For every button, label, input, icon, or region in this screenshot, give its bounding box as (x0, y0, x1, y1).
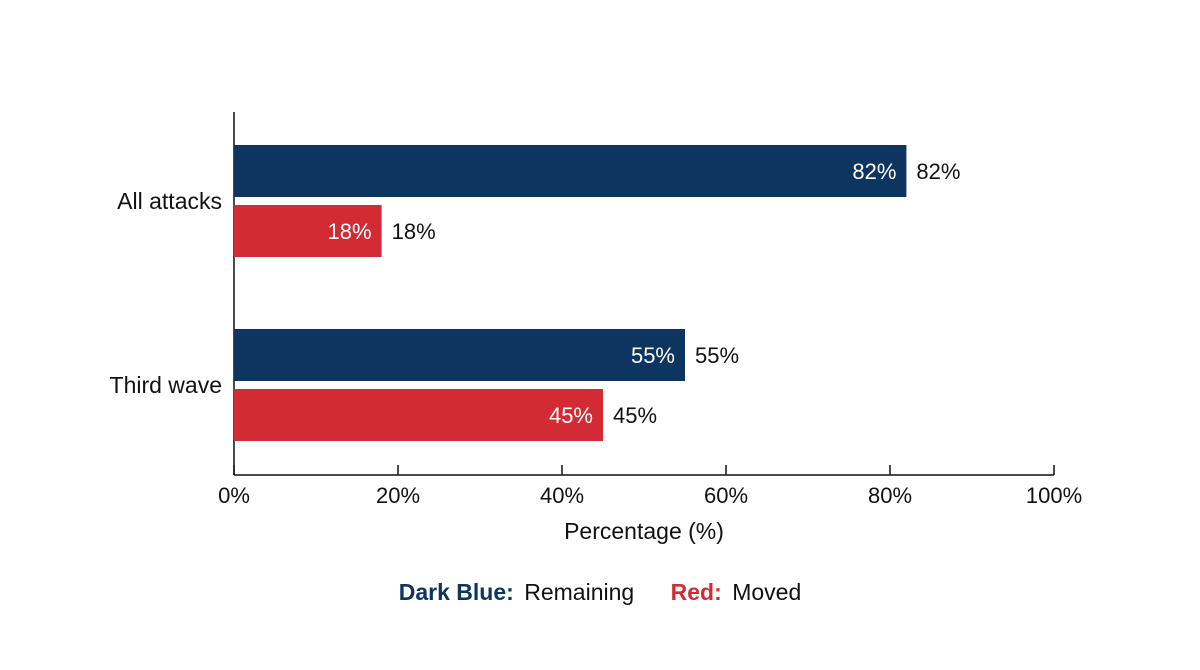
svg-text:Dark Blue: Remaining: Dark Blue: Remaining Red: Moved (399, 579, 802, 605)
x-tick-label-100: 100% (1026, 483, 1082, 508)
inside-label-third-wave-moved: 45% (549, 403, 593, 428)
x-tick-label-40: 40% (540, 483, 584, 508)
category-label-third-wave: Third wave (110, 372, 222, 398)
outside-label-third-wave-moved: 45% (613, 403, 657, 428)
bar-third-wave-moved (234, 389, 603, 441)
bar-third-wave-remaining (234, 329, 685, 381)
category-label-all-attacks: All attacks (117, 188, 222, 214)
inside-label-all-attacks-moved: 18% (328, 219, 372, 244)
x-tick-label-80: 80% (868, 483, 912, 508)
category-labels-layer: All attacks Third wave (110, 188, 222, 398)
bar-all-attacks-moved (234, 205, 382, 257)
legend-key-moved: Red: (671, 579, 722, 605)
legend: Dark Blue: Remaining Red: Moved (399, 579, 802, 605)
outside-label-third-wave-remaining: 55% (695, 343, 739, 368)
bar-all-attacks-remaining (234, 145, 907, 197)
inside-label-third-wave-remaining: 55% (631, 343, 675, 368)
data-labels-layer: 82% 82% 18% 18% 55% 55% 45% 45% (328, 159, 961, 428)
x-tick-label-0: 0% (218, 483, 250, 508)
outside-label-all-attacks-moved: 18% (392, 219, 436, 244)
legend-text-remaining: Remaining (524, 579, 634, 605)
bars-layer (234, 145, 907, 441)
inside-label-all-attacks-remaining: 82% (852, 159, 896, 184)
legend-key-remaining: Dark Blue: (399, 579, 514, 605)
x-tick-label-60: 60% (704, 483, 748, 508)
legend-text-moved: Moved (732, 579, 801, 605)
outside-label-all-attacks-remaining: 82% (916, 159, 960, 184)
x-tick-label-20: 20% (376, 483, 420, 508)
x-ticks-layer: 0% 20% 40% 60% 80% 100% (218, 465, 1082, 508)
x-axis-title: Percentage (%) (564, 518, 724, 544)
